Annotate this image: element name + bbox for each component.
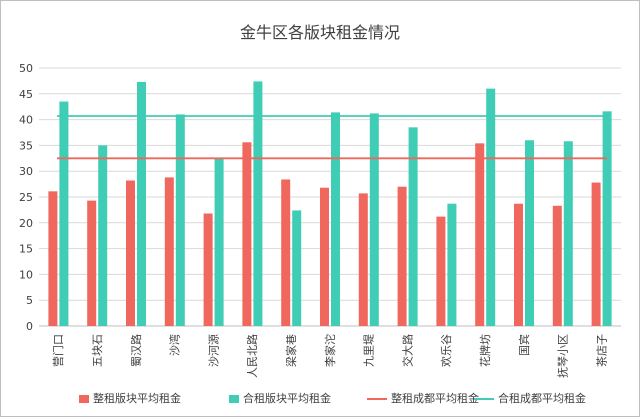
legend-label-series-0: 整租版块平均租金 [93, 392, 181, 405]
y-tick-label-9: 45 [19, 88, 33, 101]
bar-series0-11 [475, 143, 485, 326]
y-tick-label-0: 0 [26, 320, 33, 333]
x-tick-label-12: 国宾 [517, 334, 531, 356]
bar-series1-14 [602, 111, 612, 327]
y-tick-label-4: 20 [19, 217, 33, 230]
bar-series0-2 [126, 180, 135, 326]
bar-series0-0 [48, 191, 58, 326]
y-tick-label-7: 35 [19, 139, 33, 152]
bar-series0-12 [514, 203, 523, 326]
bar-series0-6 [281, 179, 291, 326]
x-tick-label-0: 营门口 [51, 334, 65, 367]
x-tick-label-9: 交大路 [400, 334, 414, 367]
legend: 整租版块平均租金 合租版块平均租金 整租成都平均租金 合租成都平均租金 [1, 390, 639, 406]
y-tick-label-8: 40 [19, 114, 33, 127]
x-tick-label-14: 茶店子 [594, 334, 608, 367]
y-tick-label-10: 50 [19, 62, 33, 75]
legend-item-series-0: 整租版块平均租金 [79, 390, 181, 406]
bar-series1-8 [369, 113, 379, 327]
legend-label-ref-0: 整租成都平均租金 [391, 392, 479, 405]
bar-series1-7 [331, 112, 340, 326]
bar-series1-0 [59, 101, 69, 326]
bar-series0-5 [242, 142, 252, 326]
bar-series0-1 [87, 200, 97, 326]
x-tick-label-8: 九里堤 [363, 334, 376, 367]
x-tick-label-7: 李家沱 [323, 334, 337, 367]
legend-item-series-1: 合租版块平均租金 [229, 390, 331, 406]
legend-item-ref-0: 整租成都平均租金 [367, 390, 479, 406]
bar-series1-2 [137, 81, 146, 326]
x-tick-label-11: 花牌坊 [478, 334, 492, 367]
legend-label-ref-1: 合租成都平均租金 [498, 392, 586, 405]
bar-series0-7 [320, 187, 329, 326]
x-tick-label-2: 蜀汉路 [130, 334, 143, 367]
bar-series1-3 [175, 114, 185, 326]
y-tick-label-5: 25 [19, 191, 33, 204]
bar-series0-9 [397, 186, 407, 326]
x-tick-label-13: 抚琴小区 [556, 334, 570, 378]
bar-series1-9 [408, 127, 418, 326]
bar-series0-14 [591, 182, 601, 326]
legend-label-series-1: 合租版块平均租金 [243, 392, 331, 405]
legend-item-ref-1: 合租成都平均租金 [474, 390, 586, 406]
bar-series1-12 [525, 140, 534, 326]
bar-series0-4 [203, 213, 213, 326]
legend-swatch-ref-1 [474, 398, 494, 400]
bar-series1-6 [292, 210, 302, 326]
x-tick-label-4: 沙河源 [206, 334, 220, 367]
bar-series1-10 [447, 203, 457, 326]
x-tick-label-6: 梁家巷 [284, 334, 298, 367]
x-tick-label-5: 人民北路 [246, 334, 259, 378]
bar-series0-3 [164, 177, 174, 326]
y-tick-label-6: 30 [19, 165, 33, 178]
y-tick-label-3: 15 [19, 243, 33, 256]
legend-swatch-series-1 [229, 395, 239, 403]
x-tick-label-3: 沙湾 [168, 334, 182, 356]
bar-series0-8 [358, 193, 368, 326]
bar-series1-11 [486, 88, 496, 326]
bar-series0-13 [552, 205, 562, 326]
bar-series1-13 [563, 141, 573, 326]
x-tick-label-1: 五块石 [91, 334, 104, 367]
y-tick-label-1: 5 [26, 294, 33, 307]
legend-swatch-ref-0 [367, 398, 387, 400]
bar-series1-5 [253, 81, 263, 326]
chart-title: 金牛区各版块租金情况 [239, 23, 400, 42]
legend-swatch-series-0 [79, 395, 89, 403]
x-tick-label-10: 欢乐谷 [439, 334, 453, 367]
bar-series0-10 [436, 216, 446, 326]
y-tick-label-2: 10 [19, 268, 33, 281]
bar-series1-1 [98, 145, 108, 326]
bar-series1-4 [214, 158, 224, 326]
